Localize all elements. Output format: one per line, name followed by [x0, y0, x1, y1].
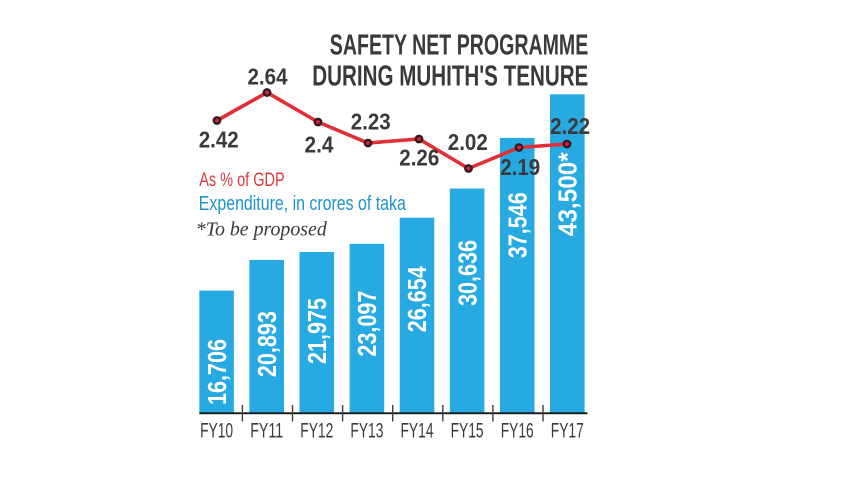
svg-text:2.4: 2.4 [305, 131, 334, 157]
svg-text:DURING MUHITH'S TENURE: DURING MUHITH'S TENURE [312, 60, 588, 92]
svg-text:2.42: 2.42 [199, 127, 239, 153]
svg-text:2.22: 2.22 [550, 113, 590, 139]
svg-text:FY13: FY13 [350, 419, 383, 442]
svg-text:37,546: 37,546 [502, 192, 532, 258]
svg-text:*To be proposed: *To be proposed [196, 218, 328, 240]
svg-text:23,097: 23,097 [352, 291, 382, 357]
svg-text:FY17: FY17 [551, 419, 584, 442]
svg-text:FY16: FY16 [501, 419, 534, 442]
svg-text:30,636: 30,636 [452, 240, 482, 306]
svg-text:26,654: 26,654 [402, 266, 432, 332]
svg-text:2.26: 2.26 [399, 144, 439, 170]
svg-text:FY14: FY14 [401, 419, 434, 442]
svg-text:FY15: FY15 [451, 419, 484, 442]
svg-text:20,893: 20,893 [252, 311, 282, 377]
svg-text:43,500*: 43,500* [553, 151, 583, 236]
svg-text:16,706: 16,706 [202, 339, 232, 405]
svg-text:2.64: 2.64 [248, 63, 288, 89]
svg-text:2.19: 2.19 [500, 154, 540, 180]
svg-text:2.23: 2.23 [351, 108, 391, 134]
svg-text:FY12: FY12 [300, 419, 333, 442]
svg-text:21,975: 21,975 [302, 298, 332, 364]
svg-text:Expenditure, in crores of taka: Expenditure, in crores of taka [199, 193, 407, 215]
svg-text:SAFETY NET PROGRAMME: SAFETY NET PROGRAMME [330, 30, 589, 62]
svg-text:As % of GDP: As % of GDP [199, 169, 285, 191]
svg-text:2.02: 2.02 [448, 129, 488, 155]
svg-text:FY11: FY11 [250, 419, 283, 442]
svg-text:FY10: FY10 [200, 419, 233, 442]
